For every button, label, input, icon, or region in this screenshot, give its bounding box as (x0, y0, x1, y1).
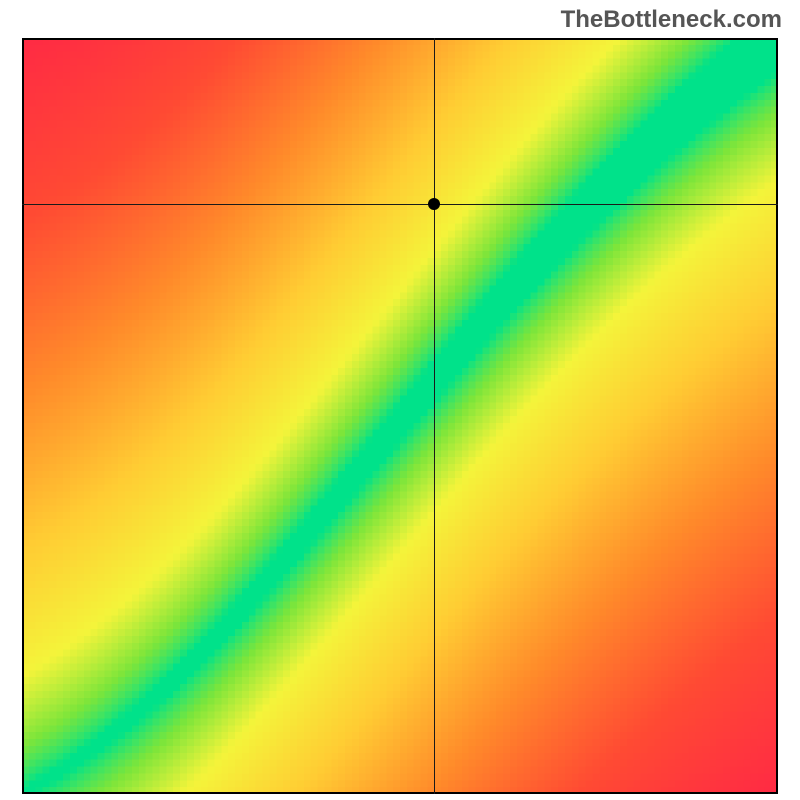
bottleneck-heatmap (22, 38, 778, 794)
watermark-text: TheBottleneck.com (561, 6, 782, 34)
heatmap-canvas (22, 38, 778, 794)
